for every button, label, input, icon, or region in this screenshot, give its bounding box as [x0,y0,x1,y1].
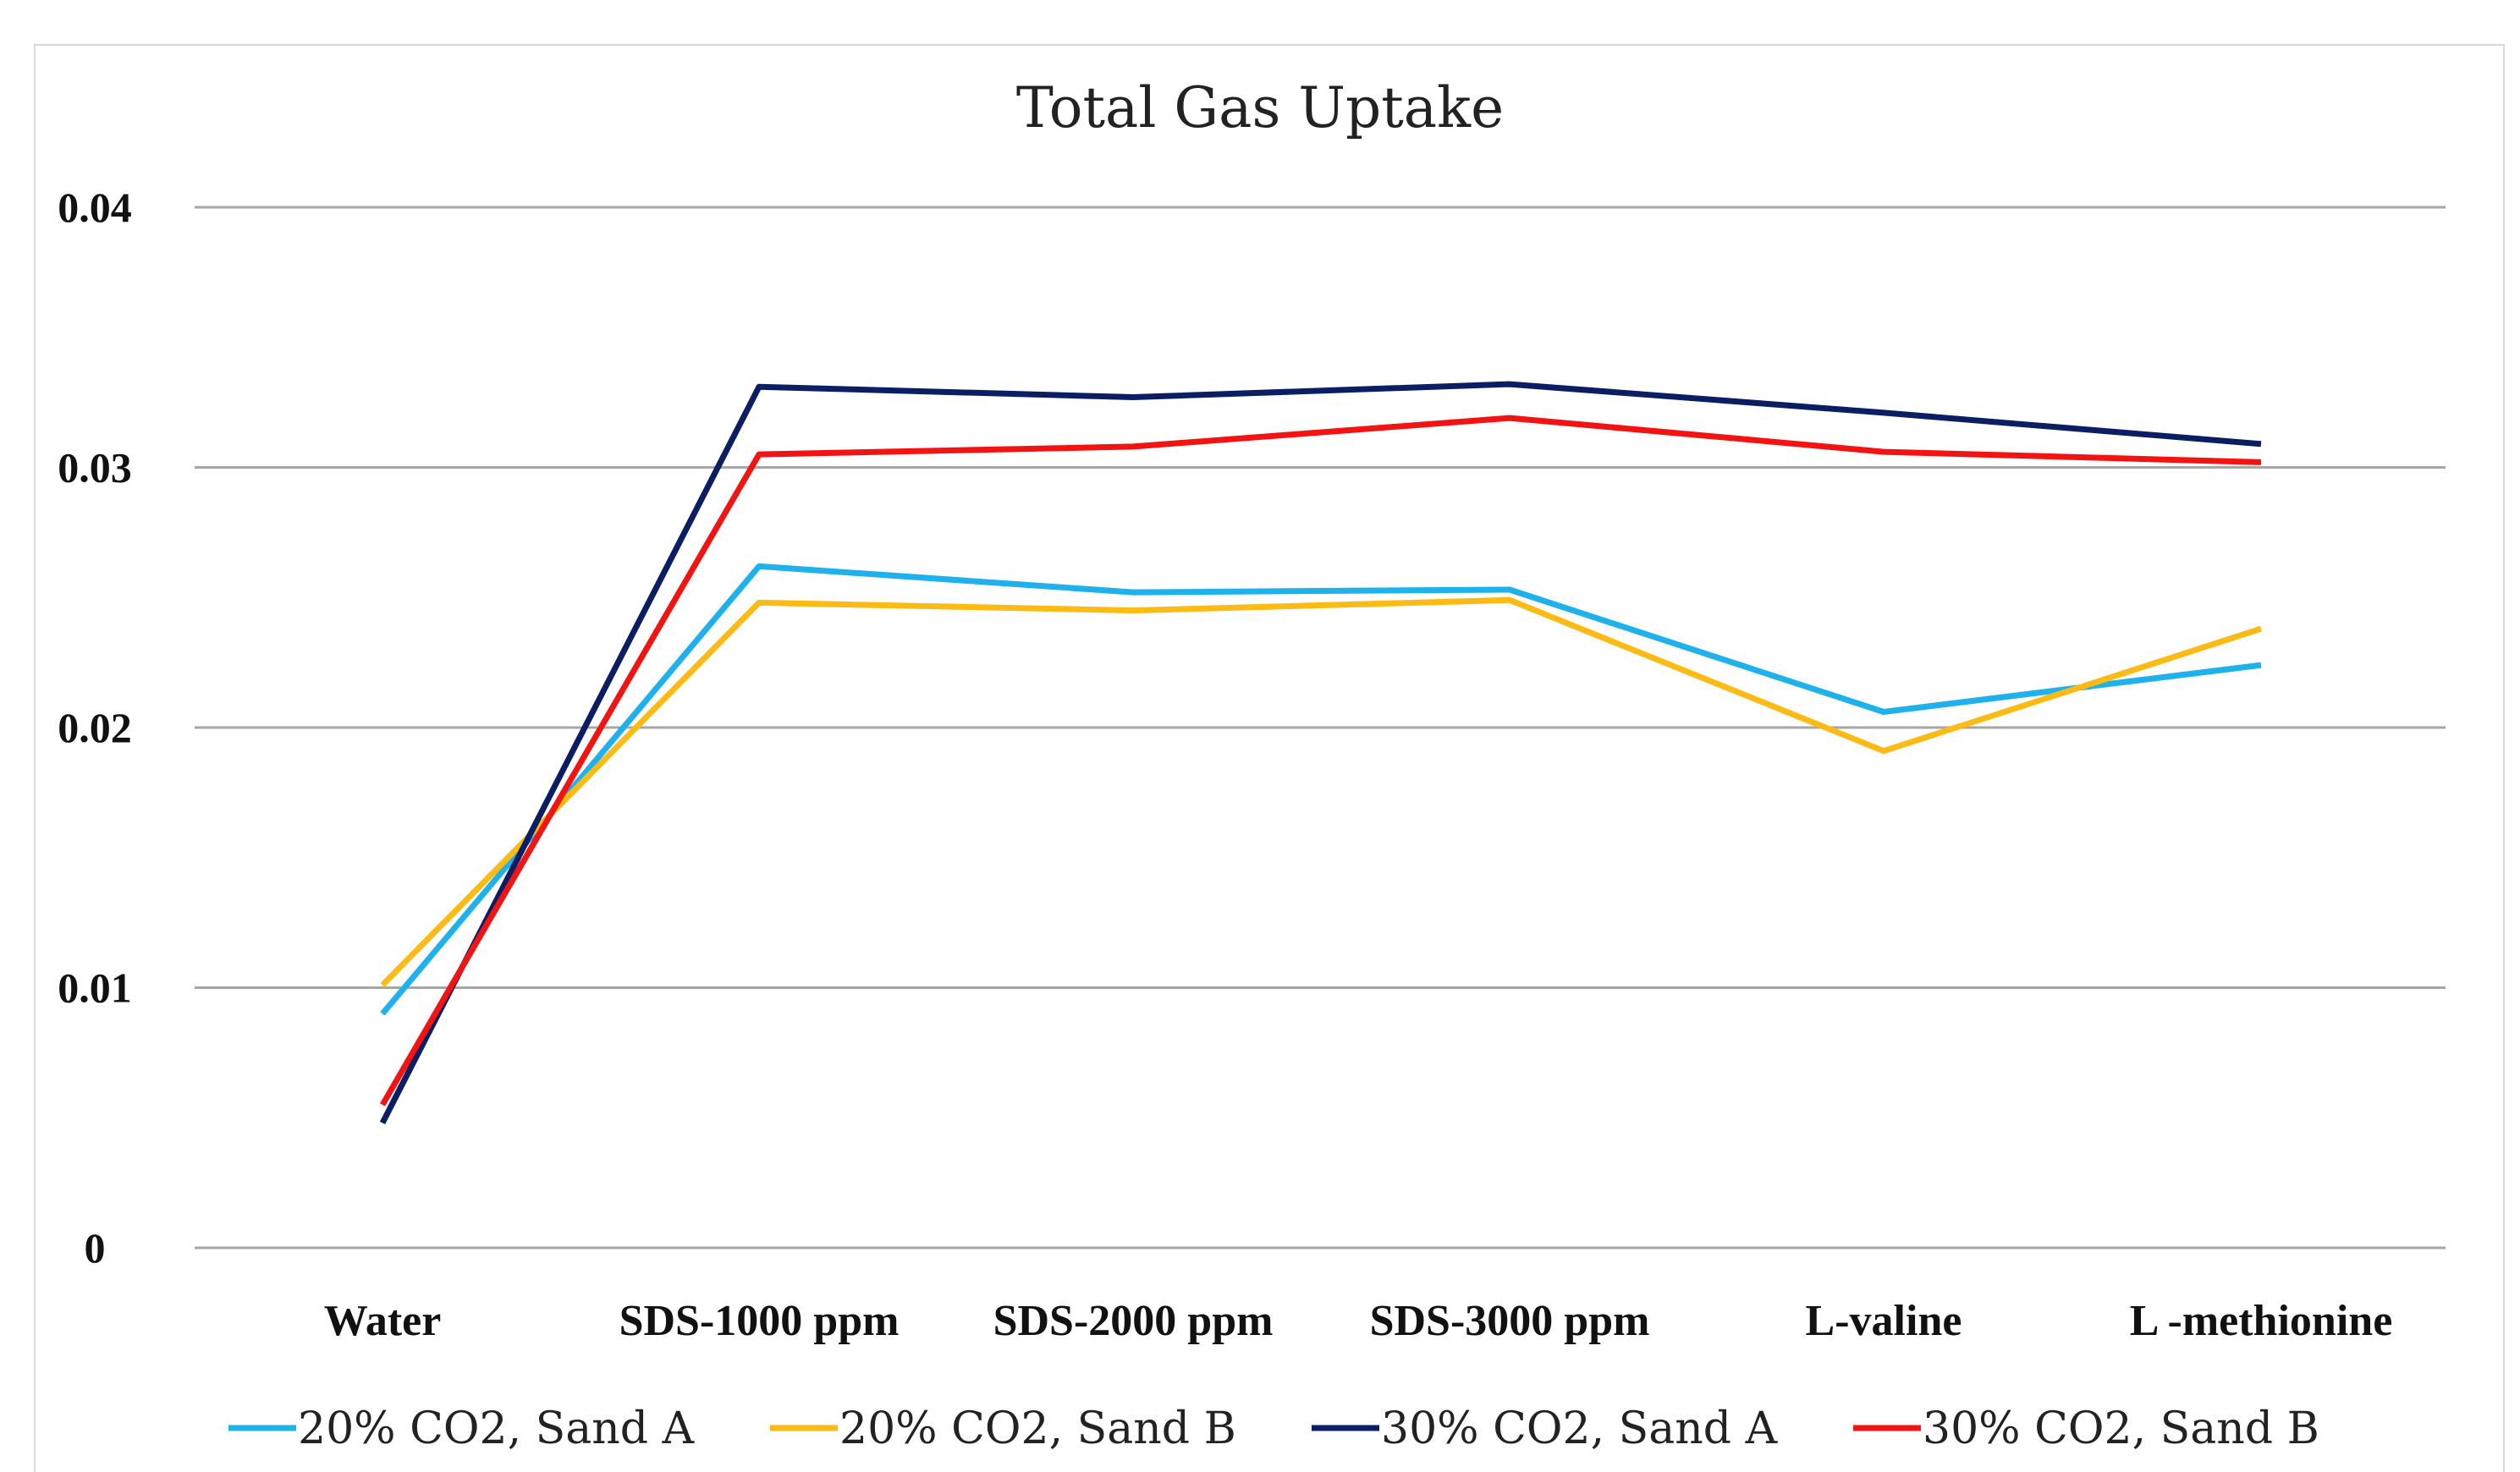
x-tick-label: Water [324,1297,442,1345]
x-tick-label: SDS-1000 ppm [619,1297,900,1345]
chart-frame [34,44,2505,1472]
legend-label: 30% CO2, Sand B [1923,1403,2319,1454]
series-line-4 [379,415,2262,1107]
y-tick-label: 0.04 [58,184,132,231]
chart-title: Total Gas Uptake [1016,75,1504,140]
gridlines [195,206,2446,1250]
y-tick-label: 0.01 [58,964,132,1012]
x-tick-label: SDS-2000 ppm [993,1297,1274,1345]
legend-label: 20% CO2, Sand B [839,1403,1236,1454]
series-line-3 [379,381,2262,1124]
x-tick-label: L -methionine [2130,1297,2393,1345]
legend-label: 30% CO2, Sand A [1381,1403,1779,1454]
y-tick-label: 0.03 [58,444,132,492]
legend-label: 20% CO2, Sand A [298,1403,696,1454]
y-tick-label: 0.02 [58,704,132,751]
x-axis-ticks: Water SDS-1000 ppm SDS-2000 ppm SDS-3000 pp… [324,1297,2393,1345]
series-lines [379,381,2263,1124]
x-tick-label: SDS-3000 ppm [1370,1297,1650,1345]
x-tick-label: L-valine [1806,1297,1962,1345]
series-line-1 [380,563,2262,1016]
y-tick-label: 0 [85,1224,106,1272]
series-line-2 [380,596,2263,987]
y-axis-ticks: 0 0.01 0.02 0.03 0.04 [58,184,132,1272]
legend: 20% CO2, Sand A 20% CO2, Sand B 30% CO2, S… [228,1403,2319,1454]
